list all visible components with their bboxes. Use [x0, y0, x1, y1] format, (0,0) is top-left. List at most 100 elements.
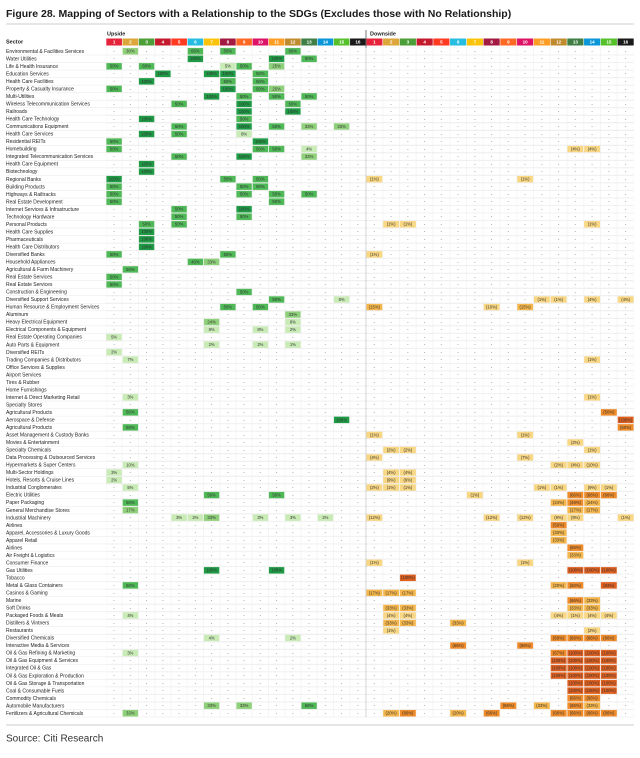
- cell-value: (24%): [553, 500, 565, 505]
- cell-value: (66%): [570, 598, 582, 603]
- cell-value: (100%): [602, 568, 616, 573]
- cell-value: (10%): [587, 462, 599, 467]
- cell-value: 50%: [110, 139, 119, 144]
- cell-value: 50%: [224, 252, 233, 257]
- sdg-number: 15: [606, 39, 612, 44]
- cell-value: (10%): [486, 304, 498, 309]
- cell-value: (17%): [369, 590, 381, 595]
- cell-value: 33%: [207, 259, 216, 264]
- sdg-number: 7: [210, 39, 213, 44]
- sector-name: Industrial Conglomerates: [6, 485, 62, 491]
- cell-value: (66%): [603, 492, 615, 497]
- sector-name: Specialty Stores: [6, 402, 43, 408]
- cell-value: 100%: [271, 568, 282, 573]
- cell-value: 2%: [290, 327, 296, 332]
- cell-value: 50%: [110, 274, 119, 279]
- cell-value: 3%: [111, 470, 117, 475]
- sector-name: Hotels, Resorts & Cruise Lines: [6, 478, 75, 484]
- cell-value: (1%): [387, 222, 396, 227]
- sector-name: Airlines: [6, 523, 23, 529]
- sector-name: Gas Utilities: [6, 568, 33, 574]
- cell-value: 1%: [290, 342, 296, 347]
- sector-name: Real Estate Services: [6, 282, 53, 288]
- sdg-number: 12: [290, 39, 296, 44]
- cell-value: (1%): [588, 447, 597, 452]
- cell-value: 50%: [256, 146, 265, 151]
- sector-name: Apparel, Accessories & Luxury Goods: [6, 530, 90, 536]
- sdg-number: 13: [573, 39, 579, 44]
- cell-value: 33%: [305, 154, 314, 159]
- cell-value: 50%: [240, 289, 249, 294]
- sector-name: Airlines: [6, 545, 23, 551]
- cell-value: (50%): [620, 425, 632, 430]
- cell-value: 100%: [336, 417, 347, 422]
- sdg-number: 8: [490, 39, 493, 44]
- cell-value: 25%: [272, 86, 281, 91]
- sdg-number: 13: [307, 39, 313, 44]
- cell-value: 3%: [257, 515, 263, 520]
- cell-value: 33%: [289, 312, 298, 317]
- cell-value: 50%: [256, 304, 265, 309]
- cell-value: (2%): [403, 447, 412, 452]
- cell-value: 50%: [110, 252, 119, 257]
- sdg-number: 2: [129, 39, 132, 44]
- cell-value: 100%: [109, 177, 120, 182]
- cell-value: 7%: [127, 357, 133, 362]
- cell-value: (1%): [403, 222, 412, 227]
- sector-name: Health Care Supplies: [6, 229, 54, 235]
- sdg-number: 14: [590, 39, 596, 44]
- cell-value: (1%): [370, 177, 379, 182]
- sector-name: Health Care Technology: [6, 117, 60, 123]
- cell-value: 8%: [257, 327, 263, 332]
- cell-value: 33%: [207, 515, 216, 520]
- sdg-number: 3: [407, 39, 410, 44]
- cell-value: 33%: [337, 124, 346, 129]
- cell-value: (4%): [387, 470, 396, 475]
- sector-name: Biotechnology: [6, 169, 38, 175]
- sdg-number: 15: [339, 39, 345, 44]
- sector-name: Personal Products: [6, 222, 47, 228]
- cell-value: 100%: [223, 86, 234, 91]
- cell-value: 50%: [110, 184, 119, 189]
- sector-name: Electric Utilities: [6, 493, 40, 499]
- sector-name: Residential REITs: [6, 139, 46, 145]
- sector-name: Casinos & Gaming: [6, 591, 48, 597]
- cell-value: 50%: [272, 146, 281, 151]
- cell-value: 50%: [175, 222, 184, 227]
- cell-value: 50%: [240, 94, 249, 99]
- cell-value: (100%): [585, 568, 599, 573]
- cell-value: (33%): [386, 605, 398, 610]
- sdg-number: 7: [474, 39, 477, 44]
- cell-value: (9%): [554, 515, 563, 520]
- sector-name: Internet Services & Infrastructure: [6, 207, 79, 213]
- cell-value: (50%): [603, 410, 615, 415]
- cell-value: 2%: [322, 515, 328, 520]
- sdg-number: 4: [423, 39, 426, 44]
- cell-value: 50%: [272, 192, 281, 197]
- cell-value: 24%: [207, 319, 216, 324]
- cell-value: 50%: [175, 214, 184, 219]
- cell-value: (1%): [370, 252, 379, 257]
- cell-value: 50%: [289, 101, 298, 106]
- cell-value: 100%: [255, 139, 266, 144]
- sector-name: Pharmaceuticals: [6, 237, 43, 243]
- cell-value: 50%: [126, 583, 135, 588]
- cell-value: 2%: [192, 515, 198, 520]
- cell-value: 50%: [272, 199, 281, 204]
- sdg-number: 6: [457, 39, 460, 44]
- cell-value: (17%): [587, 508, 599, 513]
- cell-value: (4%): [571, 146, 580, 151]
- cell-value: (7%): [521, 455, 530, 460]
- cell-value: (1%): [588, 222, 597, 227]
- cell-value: (4%): [403, 470, 412, 475]
- sector-name: Communications Equipment: [6, 124, 69, 130]
- sector-name: Highways & Railtracks: [6, 192, 56, 198]
- sector-name: Health Care Distributors: [6, 244, 60, 250]
- cell-value: (1%): [370, 560, 379, 565]
- sector-name: Environmental & Facilities Services: [6, 49, 85, 55]
- cell-value: 5%: [225, 64, 231, 69]
- sector-name: Diversified REITs: [6, 350, 45, 356]
- cell-value: 8%: [339, 297, 345, 302]
- sector-name: Agricultural & Farm Machinery: [6, 267, 74, 273]
